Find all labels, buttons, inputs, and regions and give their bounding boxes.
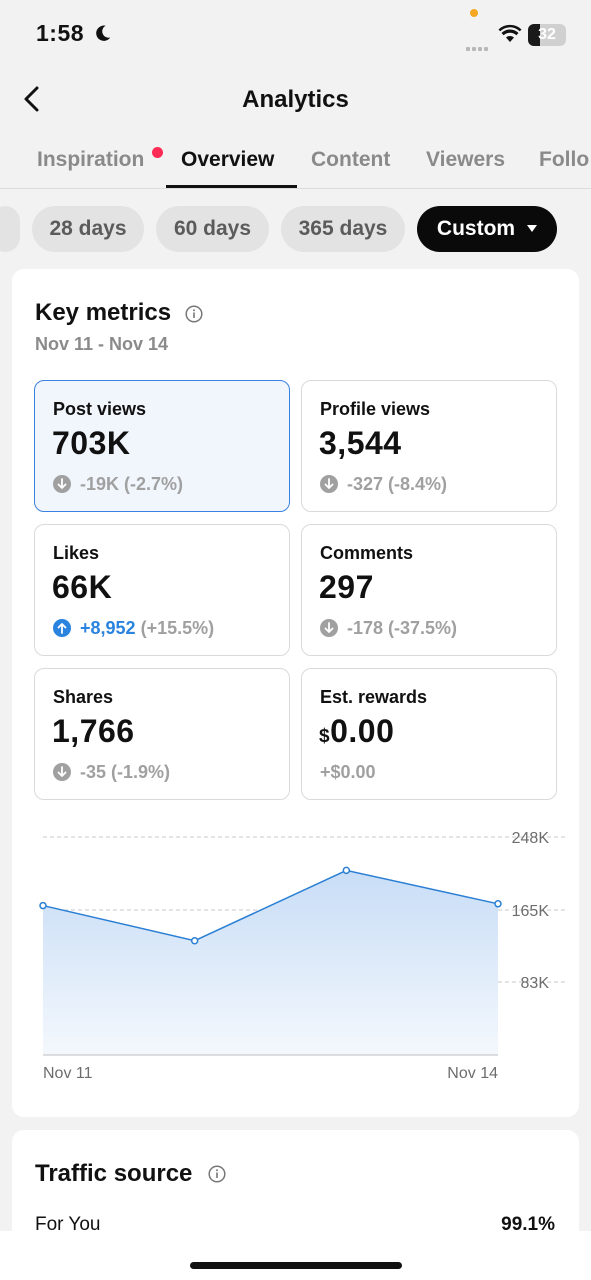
metric-value: 66K [52, 569, 113, 605]
date-range-chips: 28 days 60 days 365 days Custom [0, 206, 591, 252]
y-tick-label: 83K [521, 975, 550, 992]
key-metrics-title: Key metrics [35, 299, 172, 326]
metric-change: +$0.00 [320, 762, 376, 782]
info-icon[interactable] [185, 305, 203, 323]
traffic-value: 99.1% [501, 1214, 555, 1235]
chip-offscreen[interactable] [0, 206, 20, 252]
tab-inspiration[interactable]: Inspiration [37, 148, 145, 171]
data-point [190, 936, 199, 945]
metric-change: +8,952 (+15.5%) [80, 618, 214, 639]
y-tick-label: 248K [512, 830, 550, 847]
bottom-safe-area [0, 1231, 591, 1280]
battery-level-text: 32 [538, 26, 556, 43]
arrow-down-circle-icon [320, 475, 338, 493]
tab-followers[interactable]: Follo [539, 148, 590, 171]
series-line [42, 869, 499, 942]
metric-tile-post-views[interactable]: Post views 703K -19K (-2.7%) [34, 380, 290, 512]
metric-change: -35 (-1.9%) [80, 762, 171, 782]
metric-change-main: +8,952 [80, 618, 136, 638]
currency-symbol: $ [319, 726, 331, 747]
tab-overview[interactable]: Overview [181, 148, 275, 171]
data-point [39, 901, 47, 910]
tab-viewers[interactable]: Viewers [426, 148, 506, 171]
metric-tile-likes[interactable]: Likes 66K +8,952 (+15.5%) [34, 524, 290, 656]
metric-value: 1,766 [52, 713, 135, 749]
battery-icon: 32 [528, 24, 566, 46]
chip-60-days[interactable]: 60 days [156, 206, 269, 252]
metric-value: $0.00 [319, 713, 394, 750]
metric-label: Shares [53, 687, 114, 707]
metric-change: -178 (-37.5%) [347, 618, 458, 638]
metric-tile-est-rewards[interactable]: Est. rewards $0.00 +$0.00 [301, 668, 557, 800]
status-bar: 1:58 32 [0, 0, 591, 70]
metric-value: 3,544 [319, 425, 402, 461]
chip-custom-label: Custom [436, 217, 516, 240]
home-indicator[interactable] [190, 1262, 402, 1269]
arrow-up-circle-icon [53, 619, 71, 637]
chip-custom[interactable]: Custom [417, 206, 557, 252]
x-tick-label: Nov 11 [43, 1065, 93, 1082]
metric-value: 297 [319, 569, 374, 605]
tab-bar: Inspiration Overview Content Viewers Fol… [0, 138, 591, 189]
notification-dot [152, 147, 163, 158]
chip-28-days[interactable]: 28 days [32, 206, 144, 252]
metric-value: 703K [52, 425, 131, 461]
page-title: Analytics [242, 86, 349, 113]
chip-365-days[interactable]: 365 days [281, 206, 405, 252]
metric-tile-comments[interactable]: Comments 297 -178 (-37.5%) [301, 524, 557, 656]
privacy-indicator-dot [470, 9, 478, 17]
metric-tile-profile-views[interactable]: Profile views 3,544 -327 (-8.4%) [301, 380, 557, 512]
x-tick-label: Nov 14 [447, 1065, 498, 1082]
status-time: 1:58 [36, 20, 85, 46]
back-arrow-icon[interactable] [20, 84, 44, 114]
metric-change-pct: (+15.5%) [140, 618, 215, 638]
metric-value-number: 0.00 [330, 713, 395, 749]
metric-label: Post views [53, 399, 147, 419]
key-metrics-card: Key metrics Nov 11 - Nov 14 Post views 7… [12, 269, 579, 1117]
tab-content[interactable]: Content [311, 148, 391, 171]
data-point [494, 900, 502, 908]
active-tab-indicator [166, 185, 297, 188]
wifi-icon [498, 24, 522, 42]
area-fill [43, 870, 498, 1055]
traffic-source-title: Traffic source [35, 1160, 193, 1187]
data-point [342, 866, 351, 875]
cellular-signal-icon [466, 38, 490, 56]
caret-down-icon [527, 225, 538, 232]
metric-change: -19K (-2.7%) [80, 474, 184, 494]
metric-tile-shares[interactable]: Shares 1,766 -35 (-1.9%) [34, 668, 290, 800]
y-tick-label: 165K [512, 903, 550, 920]
arrow-down-circle-icon [320, 619, 338, 637]
metric-label: Comments [320, 543, 414, 563]
post-views-chart: 248K 165K 83K Nov 11 Nov 14 [39, 830, 568, 1082]
metric-label: Est. rewards [320, 687, 428, 707]
arrow-down-circle-icon [53, 475, 71, 493]
traffic-label: For You [35, 1214, 101, 1235]
moon-icon [96, 25, 111, 41]
metric-label: Likes [53, 543, 100, 563]
metric-label: Profile views [320, 399, 431, 419]
nav-header: Analytics [0, 70, 591, 130]
traffic-source-card: Traffic source For You 99.1% [12, 1130, 579, 1240]
traffic-row: For You 99.1% [35, 1214, 555, 1236]
date-range-label: Nov 11 - Nov 14 [35, 334, 169, 354]
arrow-down-circle-icon [53, 763, 71, 781]
metric-change: -327 (-8.4%) [347, 474, 448, 494]
info-icon[interactable] [208, 1165, 226, 1183]
